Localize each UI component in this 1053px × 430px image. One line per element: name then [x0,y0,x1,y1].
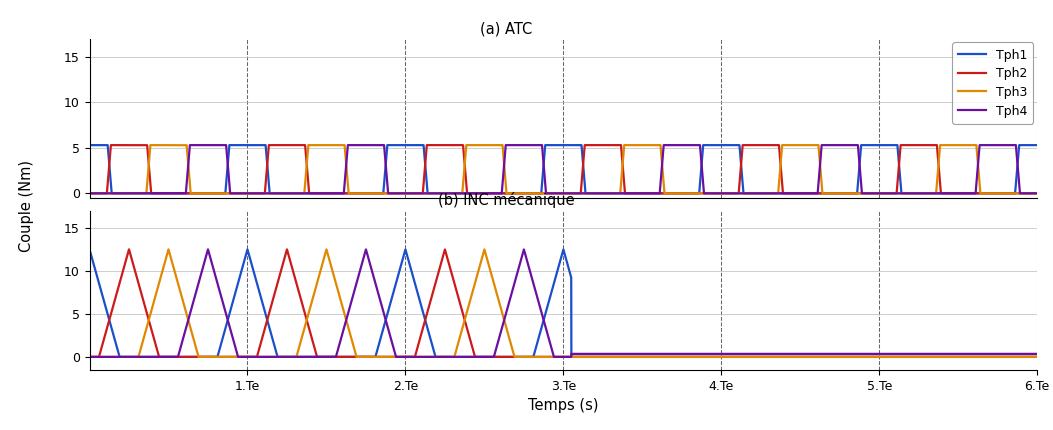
Tph3 [582,191,595,196]
Tph4 [329,191,341,196]
Tph2 [224,191,237,196]
Tph4 [133,191,145,196]
Tph1 [1031,143,1044,148]
Tph2 [582,143,595,148]
Tph3 [133,191,145,196]
Line: Tph3: Tph3 [90,145,1037,194]
Tph4 [1031,191,1044,196]
Title: (b) INC mécanique: (b) INC mécanique [438,192,575,208]
Tph1 [224,143,237,148]
Tph3 [224,191,237,196]
Tph3 [83,191,96,196]
Tph2 [104,143,117,148]
Line: Tph2: Tph2 [90,145,1037,194]
Tph3 [659,191,672,196]
Line: Tph1: Tph1 [90,145,1037,194]
Tph4 [224,191,237,196]
Tph4 [83,191,96,196]
Tph1 [133,191,145,196]
Tph3 [144,143,157,148]
Tph2 [329,191,341,196]
Tph4 [569,191,581,196]
Tph2 [133,143,145,148]
Tph4 [183,143,196,148]
Tph1 [569,143,581,148]
Text: Couple (Nm): Couple (Nm) [19,160,34,252]
Tph3 [1031,191,1044,196]
Tph1 [582,191,595,196]
Tph4 [659,143,672,148]
Tph2 [659,191,672,196]
Tph2 [569,191,581,196]
Tph4 [582,191,595,196]
Tph3 [329,143,341,148]
Tph3 [569,191,581,196]
X-axis label: Temps (s): Temps (s) [529,398,598,413]
Tph1 [659,191,672,196]
Tph1 [105,191,118,196]
Line: Tph4: Tph4 [90,145,1037,194]
Tph2 [83,191,96,196]
Tph1 [83,143,96,148]
Tph1 [329,191,341,196]
Legend: Tph1, Tph2, Tph3, Tph4: Tph1, Tph2, Tph3, Tph4 [952,43,1033,124]
Title: (a) ATC: (a) ATC [480,21,533,36]
Tph2 [1031,191,1044,196]
